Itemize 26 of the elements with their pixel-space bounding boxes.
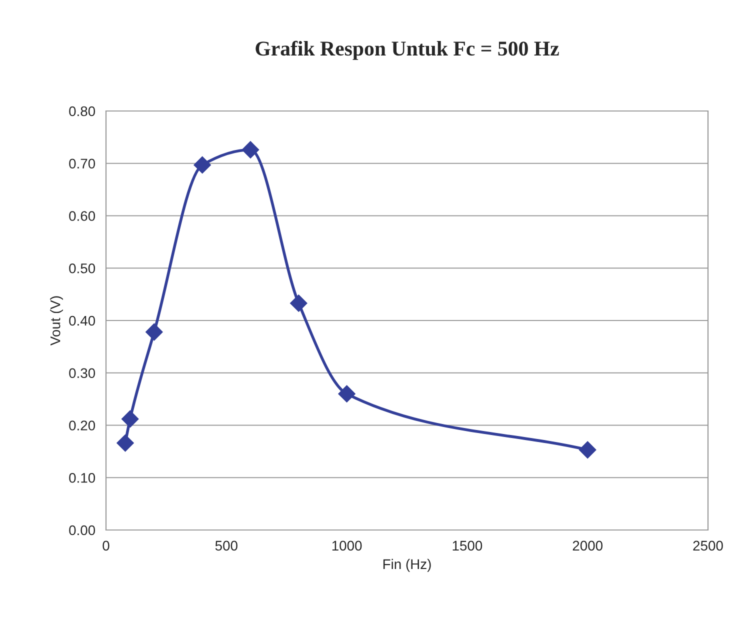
- point: [194, 156, 211, 174]
- y-tick-label: 0.10: [69, 472, 96, 483]
- y-tick-label: 0.70: [69, 158, 96, 169]
- point: [242, 141, 260, 158]
- x-axis-title: Fin (Hz): [383, 558, 431, 572]
- y-tick-label: 0.30: [69, 368, 96, 378]
- x-tick-label: 500: [215, 540, 238, 551]
- x-tick-label: 0: [102, 540, 110, 551]
- point: [579, 441, 596, 458]
- x-tick-label: 1000: [332, 540, 362, 551]
- point: [122, 410, 139, 428]
- point: [338, 385, 356, 402]
- y-tick-label: 0.20: [69, 420, 96, 430]
- point: [146, 323, 163, 341]
- x-tick-label: 1500: [452, 540, 482, 551]
- point: [116, 434, 134, 452]
- chart-title: Grafik Respon Untuk Fc = 500 Hz: [256, 40, 559, 60]
- y-tick-label: 0.80: [69, 106, 96, 116]
- x-tick-label: 2000: [572, 540, 603, 551]
- y-tick-label: 0.00: [69, 525, 96, 536]
- point: [290, 294, 308, 312]
- y-tick-label: 0.60: [69, 211, 96, 221]
- x-tick-label: 2500: [693, 540, 723, 551]
- y-tick-label: 0.40: [69, 316, 96, 326]
- y-axis-title: Vout (V): [50, 296, 63, 346]
- y-tick-label: 0.50: [69, 263, 96, 274]
